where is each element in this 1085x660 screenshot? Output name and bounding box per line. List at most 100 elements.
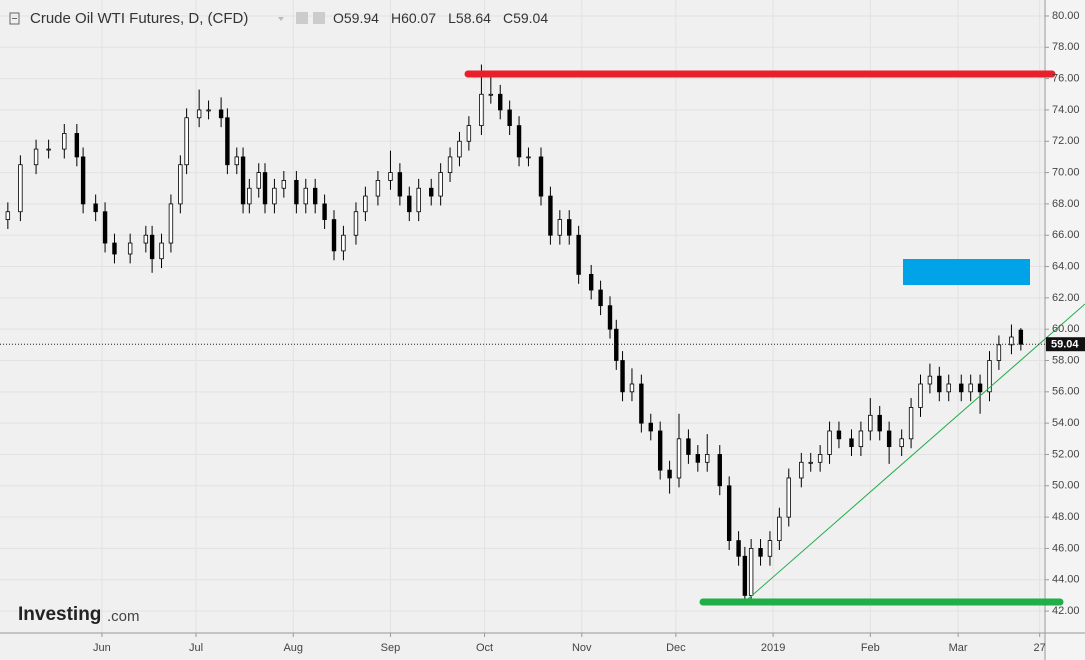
candle-body [46,148,51,151]
candle-body [407,195,412,213]
y-tick-label: 52.00 [1052,448,1080,460]
candle-body [607,305,613,330]
candle-body [516,125,522,158]
y-tick-label: 46.00 [1052,542,1080,554]
candle-body [388,172,393,181]
ohlc-item: C59.04 [503,10,548,26]
y-tick-label: 76.00 [1052,73,1080,85]
candle-body [479,93,484,126]
target-zone [903,259,1030,285]
candle-body [695,454,701,463]
x-tick-label: Sep [381,642,401,654]
candle-body [526,156,531,159]
y-tick-label: 78.00 [1052,41,1080,53]
candle-body [742,555,748,596]
axis: 42.00 44.00 46.00 48.00 50.00 52.00 54.00 56.00… [93,10,1079,654]
candle-body [184,117,189,166]
candle-body [353,211,359,236]
price-axis-area [1045,0,1085,660]
candle-body [968,383,973,393]
settings-icon[interactable] [313,12,325,24]
candle-body [758,548,763,557]
ohlc-key: H [391,10,401,26]
candle-body [272,187,277,205]
candle-body [429,187,434,197]
candle-body [614,328,619,361]
candle-body [447,156,453,173]
y-tick-label: 60.00 [1052,323,1080,335]
candle-body [234,156,239,166]
candle-body [303,187,308,205]
candle-body [959,383,964,393]
y-tick-label: 42.00 [1052,605,1080,617]
candle-body [726,485,732,542]
candle-body [112,242,117,255]
candle-body [667,469,672,479]
grid [0,0,1045,633]
y-tick-label: 56.00 [1052,386,1080,398]
ohlc-value: 59.94 [344,10,379,26]
candle-body [225,117,230,166]
y-tick-label: 70.00 [1052,166,1080,178]
dropdown-arrow[interactable] [278,17,284,21]
candle-body [877,414,882,432]
x-tick-label: Oct [476,642,493,654]
candle-body [886,430,892,448]
candle-body [538,156,544,197]
candle-body [256,172,261,189]
candle-body [977,383,983,393]
y-tick-label: 50.00 [1052,480,1080,492]
candle-body [705,454,710,463]
candle-body [322,203,327,220]
candle-body [143,234,149,244]
candle-body [548,195,553,236]
ohlc-item: L58.64 [448,10,491,26]
last-price-label: 59.04 [1051,339,1079,351]
candle-body [240,156,246,205]
candle-body [466,125,472,142]
candle-body [281,180,287,189]
candle-body [375,180,381,197]
ohlc-values: O59.94 H60.07 L58.64 C59.04 [333,10,548,26]
candle-body [657,430,663,471]
collapse-icon[interactable] [9,12,20,25]
candle-body [927,375,933,385]
y-tick-label: 58.00 [1052,354,1080,366]
logo: Investing .com [18,604,140,625]
candle-body [457,140,462,158]
candle-body [817,454,823,463]
y-tick-label: 66.00 [1052,229,1080,241]
ohlc-item: O59.94 [333,10,379,26]
ohlc-key: L [448,10,456,26]
y-tick-label: 80.00 [1052,10,1080,22]
logo-suffix: .com [107,608,140,625]
candle-body [74,133,80,158]
last-price-box [1046,337,1085,352]
candle-body [178,164,183,205]
candle-body [557,219,563,236]
y-tick-label: 48.00 [1052,511,1080,523]
chart-title: Crude Oil WTI Futures, D, (CFD) [30,10,248,27]
candle-body [849,438,854,448]
eye-icon[interactable] [296,12,308,24]
x-tick-label: Feb [861,642,880,654]
candle-body [294,180,299,205]
candle-body [899,438,904,448]
ohlc-value: 58.64 [456,10,491,26]
ohlc-value: 60.07 [401,10,436,26]
candle-body [858,430,864,448]
candle-body [159,242,164,260]
x-tick-label: 2019 [761,642,785,654]
candle-body [808,461,813,464]
candle-body [312,187,318,205]
candle-body [1009,336,1014,346]
y-tick-label: 54.00 [1052,417,1080,429]
candle-body [908,407,914,440]
candle-body [1018,329,1024,345]
candle-body [629,383,635,393]
candles [5,64,1024,605]
candle-body [206,109,211,112]
